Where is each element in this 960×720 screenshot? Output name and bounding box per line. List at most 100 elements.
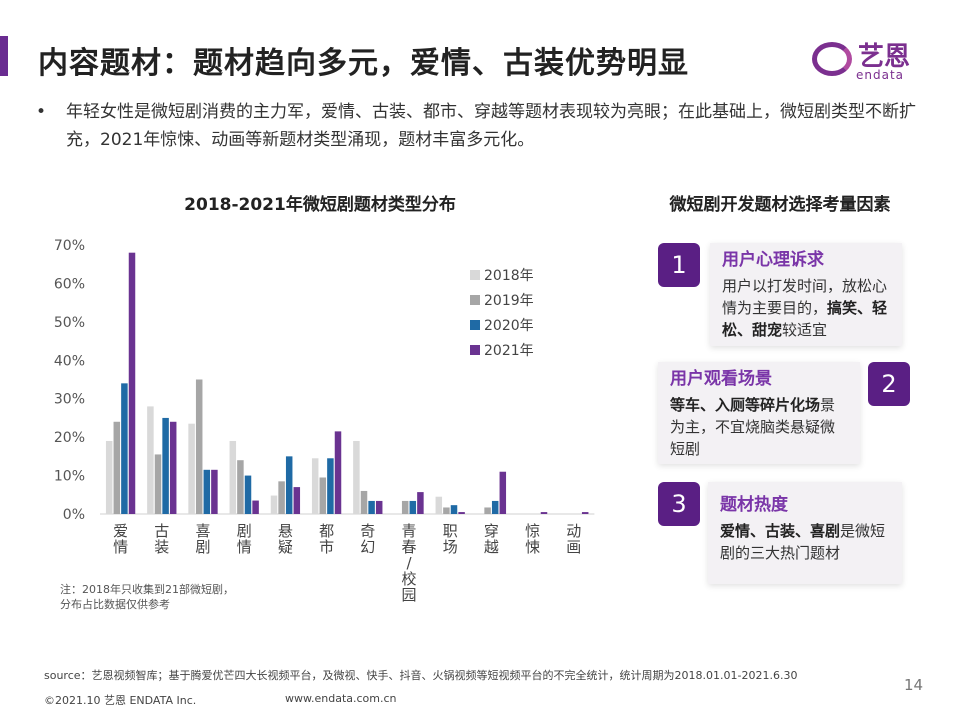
x-tick-label: 都市 <box>319 522 334 556</box>
bar-2019年-古装 <box>154 454 162 514</box>
website-link[interactable]: www.endata.com.cn <box>285 692 397 705</box>
x-tick-label: 职场 <box>443 522 458 556</box>
card-text-segment: 是微短剧的三大热门题材 <box>720 522 886 562</box>
bar-2018年-职场 <box>435 496 443 514</box>
bar-2018年-奇幻 <box>353 440 360 514</box>
summary-bullet: 年轻女性是微短剧消费的主力军，爱情、古装、都市、穿越等题材表现较为亮眼；在此基础… <box>36 98 916 154</box>
legend-label: 2018年 <box>484 268 534 284</box>
factor-card-3: 题材热度 爱情、古装、喜剧是微短剧的三大热门题材 <box>708 482 902 584</box>
y-tick-label: 20% <box>54 430 85 446</box>
logo-mark-icon <box>812 42 852 76</box>
bar-2018年-悬疑 <box>270 495 278 514</box>
source-note: source：艺恩视频智库；基于腾爱优芒四大长视频平台，及微视、快手、抖音、火锅… <box>44 669 798 682</box>
bar-2021年-职场 <box>458 512 465 514</box>
bar-2020年-都市 <box>327 458 334 514</box>
bar-2021年-古装 <box>169 421 177 514</box>
factor-card-1: 用户心理诉求 用户以打发时间，放松心情为主要目的，搞笑、轻松、甜宠较适宜 <box>710 243 902 346</box>
bar-2020年-剧情 <box>244 475 252 514</box>
bar-2021年-奇幻 <box>375 500 383 514</box>
legend-swatch <box>470 295 480 305</box>
legend-swatch <box>470 270 480 280</box>
bar-2019年-职场 <box>443 507 450 514</box>
card-text-segment: 用户以打发时间，放松心情为主要目的， <box>722 277 888 317</box>
legend-label: 2020年 <box>484 318 534 334</box>
bar-2019年-爱情 <box>113 421 121 514</box>
bar-2018年-古装 <box>147 406 154 514</box>
bar-2018年-剧情 <box>229 440 237 514</box>
page-number: 14 <box>904 676 924 694</box>
chart-title: 2018-2021年微短剧题材类型分布 <box>184 195 456 215</box>
factors-title: 微短剧开发题材选择考量因素 <box>669 195 891 215</box>
x-tick-label: 古装 <box>154 522 169 556</box>
bar-2020年-悬疑 <box>285 456 293 514</box>
note-line: 分布占比数据仅供参考 <box>60 598 170 611</box>
y-tick-label: 60% <box>54 276 85 292</box>
y-tick-label: 40% <box>54 353 85 369</box>
bar-2019年-穿越 <box>484 507 491 514</box>
x-tick-label: 惊悚 <box>525 522 540 556</box>
card-text-segment: 爱情、古装、喜剧 <box>720 522 841 540</box>
chart-note: 注：2018年只收集到21部微短剧， 分布占比数据仅供参考 <box>60 582 234 612</box>
logo-en: endata <box>856 68 905 82</box>
bar-2020年-穿越 <box>491 500 499 514</box>
bar-2019年-都市 <box>319 477 327 514</box>
bar-2021年-爱情 <box>128 252 136 514</box>
bar-2021年-悬疑 <box>293 487 301 514</box>
card-text-segment: 较适宜 <box>782 321 828 339</box>
card-heading: 用户观看场景 <box>670 369 772 389</box>
bar-2020年-奇幻 <box>368 500 375 514</box>
bar-2018年-爱情 <box>105 440 113 514</box>
card-text: 爱情、古装、喜剧是微短剧的三大热门题材 <box>720 520 890 564</box>
card-text: 用户以打发时间，放松心情为主要目的，搞笑、轻松、甜宠较适宜 <box>722 275 890 341</box>
x-tick-label: 奇幻 <box>360 522 375 556</box>
bar-2021年-动画 <box>581 512 589 514</box>
card-text-segment: 搞笑、轻松、甜宠 <box>722 299 888 339</box>
logo-cn: 艺恩 <box>858 42 911 72</box>
bar-2021年-都市 <box>334 431 342 514</box>
endata-logo: 艺恩 endata <box>812 36 932 84</box>
x-tick-label: 动画 <box>566 522 581 556</box>
title-accent-bar <box>0 36 8 76</box>
bar-2019年-青春/校园 <box>401 500 409 514</box>
card-text: 等车、入厕等碎片化场景为主，不宜烧脑类悬疑微短剧 <box>670 394 848 460</box>
y-tick-label: 10% <box>54 469 85 485</box>
y-tick-label: 0% <box>63 507 85 523</box>
bar-2020年-古装 <box>162 417 169 514</box>
card-text-segment: 景为主，不宜烧脑类悬疑微短剧 <box>670 396 836 458</box>
x-tick-label: 穿越 <box>484 522 499 556</box>
y-tick-label: 70% <box>54 238 85 254</box>
x-tick-label: 悬疑 <box>278 522 293 556</box>
bar-2019年-剧情 <box>237 460 244 514</box>
bar-2021年-穿越 <box>499 471 507 514</box>
x-tick-label: 剧情 <box>237 522 252 556</box>
bar-2020年-爱情 <box>121 383 128 514</box>
bar-2021年-喜剧 <box>211 469 218 514</box>
x-tick-label: 爱情 <box>113 522 128 556</box>
x-tick-label: 喜剧 <box>195 522 210 556</box>
card-heading: 用户心理诉求 <box>722 250 824 270</box>
number-badge-2: 2 <box>868 362 910 406</box>
legend-swatch <box>470 345 480 355</box>
factor-card-2: 用户观看场景 等车、入厕等碎片化场景为主，不宜烧脑类悬疑微短剧 <box>658 362 860 464</box>
bar-2019年-悬疑 <box>278 481 285 514</box>
legend-label: 2019年 <box>484 293 534 309</box>
card-text-segment: 等车、入厕等碎片化场 <box>670 396 821 414</box>
y-tick-label: 30% <box>54 392 85 408</box>
number-badge-1: 1 <box>658 243 700 287</box>
bar-2021年-惊悚 <box>540 512 548 514</box>
bar-2020年-职场 <box>450 505 458 514</box>
note-line: 注：2018年只收集到21部微短剧， <box>60 583 234 596</box>
bar-2020年-青春/校园 <box>409 500 417 514</box>
legend-label: 2021年 <box>484 343 534 359</box>
bar-2018年-都市 <box>311 458 319 514</box>
page-title: 内容题材：题材趋向多元，爱情、古装优势明显 <box>38 46 689 81</box>
card-heading: 题材热度 <box>720 495 788 515</box>
bar-2019年-喜剧 <box>195 379 203 514</box>
legend-swatch <box>470 320 480 330</box>
bar-2018年-喜剧 <box>188 423 195 514</box>
bar-2020年-喜剧 <box>203 469 211 514</box>
number-badge-3: 3 <box>658 482 700 526</box>
bar-2019年-奇幻 <box>360 490 368 514</box>
x-tick-label: 青春/校园 <box>401 522 416 604</box>
